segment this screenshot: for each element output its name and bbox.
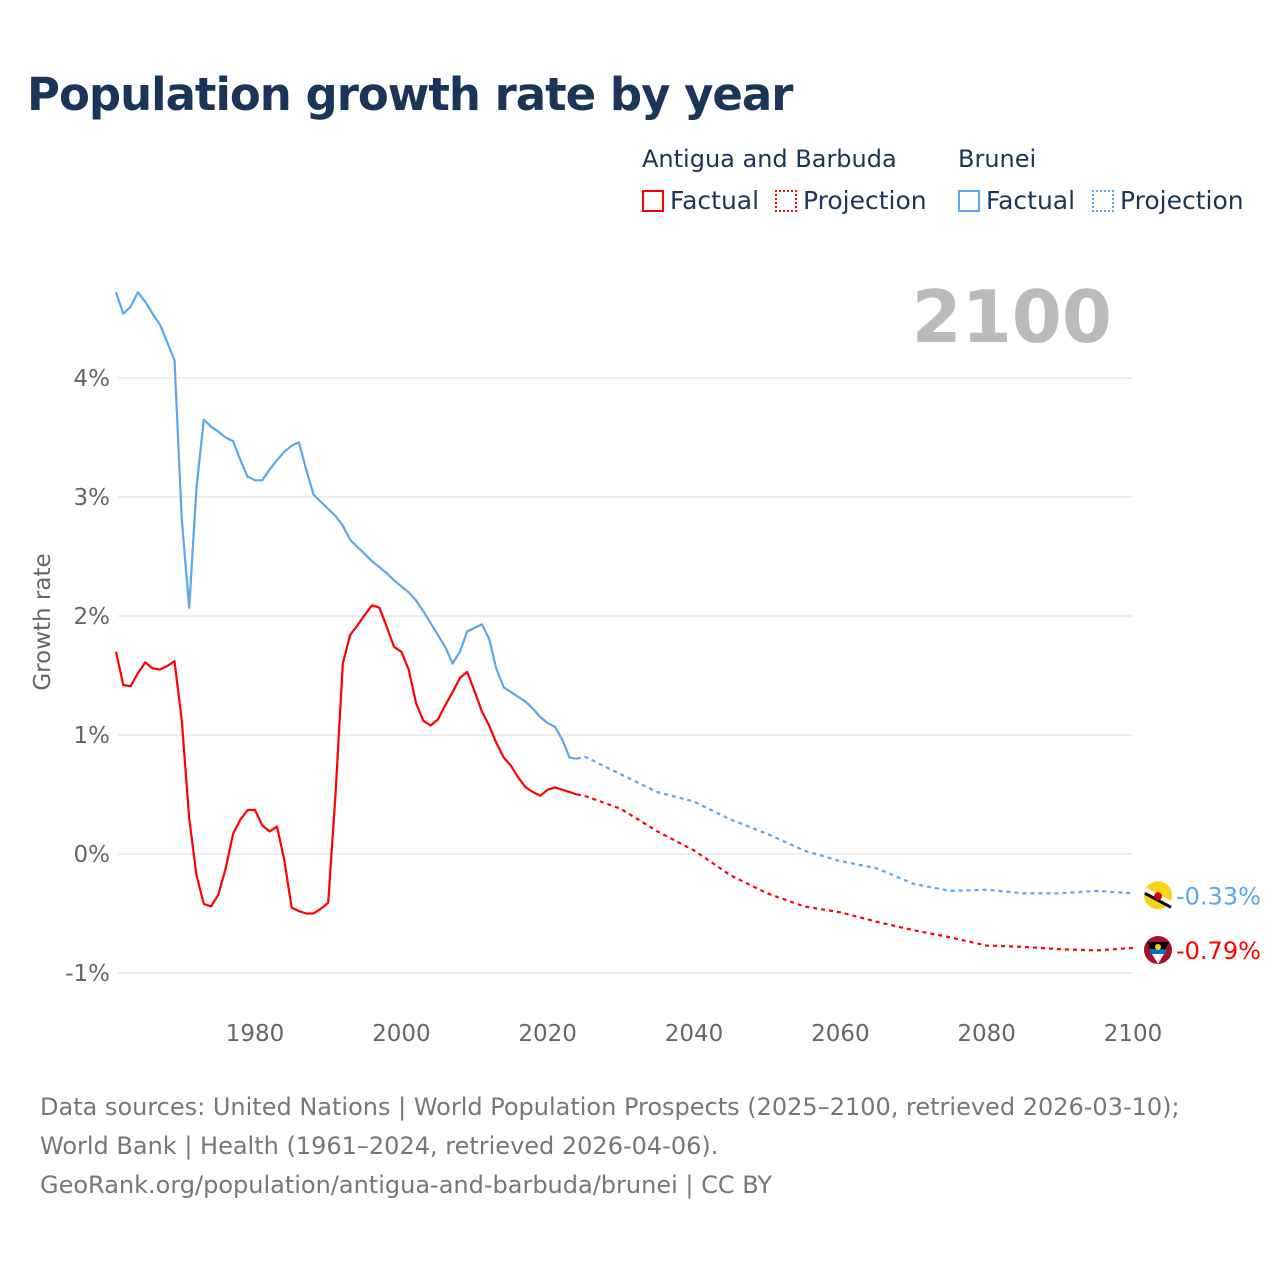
dotted-swatch-icon	[1092, 189, 1114, 212]
x-tick-label: 2080	[957, 1021, 1016, 1047]
x-tick-label: 2040	[665, 1021, 724, 1047]
legend-group-antigua: Antigua and Barbuda	[642, 145, 897, 173]
line-chart: -1% 0% 1% 2% 3% 4% 1980 2000 2020 2040 2060 2080 210…	[30, 275, 1261, 1047]
legend-antigua-projection[interactable]: Projection	[775, 186, 927, 215]
chart-title: Population growth rate by year	[27, 68, 793, 121]
dotted-swatch-icon	[775, 189, 797, 212]
x-tick-label: 2000	[372, 1021, 431, 1047]
x-tick-label: 2060	[811, 1021, 870, 1047]
year-overlay: 2100	[912, 275, 1112, 359]
legend-label: Factual	[986, 186, 1076, 215]
legend-group-brunei: Brunei	[958, 145, 1037, 173]
credit-link[interactable]: GeoRank.org/population/antigua-and-barbu…	[40, 1171, 773, 1199]
legend-label: Projection	[1120, 186, 1244, 215]
y-tick-label: 4%	[74, 366, 111, 392]
y-tick-label: 0%	[74, 842, 111, 868]
footer: Data sources: United Nations | World Pop…	[40, 1088, 1240, 1205]
x-tick-label: 1980	[226, 1021, 285, 1047]
factual-line-antigua[interactable]	[114, 604, 578, 915]
end-value-label: -0.79%	[1176, 937, 1261, 965]
factual-line-brunei[interactable]	[114, 291, 578, 760]
legend-brunei-factual[interactable]: Factual	[958, 186, 1075, 215]
end-value-label: -0.33%	[1176, 882, 1261, 910]
legend-label: Factual	[670, 186, 760, 215]
data-sources: Data sources: United Nations | World Pop…	[40, 1093, 1180, 1160]
brunei-flag-icon	[1144, 881, 1172, 910]
y-tick-label: 1%	[74, 723, 111, 749]
projection-line-brunei[interactable]	[576, 755, 1134, 895]
legend-brunei-projection[interactable]: Projection	[1092, 186, 1244, 215]
y-tick-label: 2%	[74, 604, 111, 630]
y-tick-label: 3%	[74, 485, 111, 511]
antigua-flag-icon	[1144, 936, 1172, 965]
x-tick-label: 2020	[518, 1021, 577, 1047]
y-axis-label: Growth rate	[30, 553, 56, 690]
projection-line-antigua[interactable]	[576, 793, 1134, 952]
y-tick-label: -1%	[65, 961, 110, 987]
solid-swatch-icon	[958, 189, 980, 212]
solid-swatch-icon	[642, 189, 664, 212]
legend-label: Projection	[803, 186, 927, 215]
legend-antigua-factual[interactable]: Factual	[642, 186, 759, 215]
x-tick-label: 2100	[1104, 1021, 1163, 1047]
